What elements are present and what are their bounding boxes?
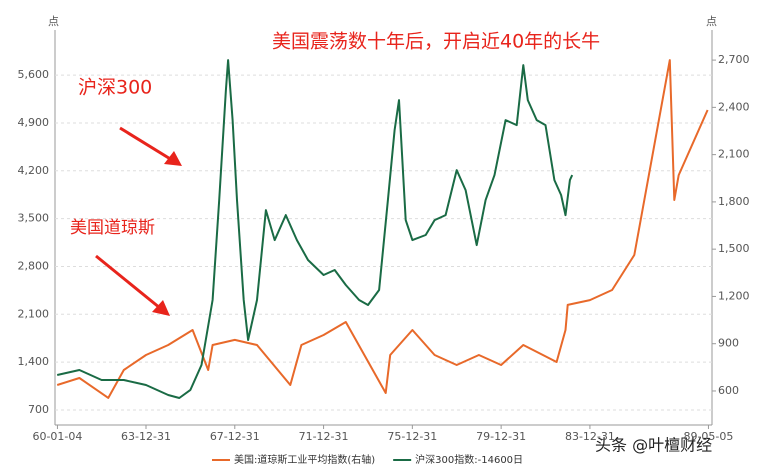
y-unit: 点 xyxy=(48,15,59,28)
y-tick-label: 4,900 xyxy=(18,116,50,129)
legend-label: 美国:道琼斯工业平均指数(右轴) xyxy=(234,453,375,466)
y2-tick-label: 2,700 xyxy=(718,53,750,66)
y2-tick-label: 1,500 xyxy=(718,242,750,255)
y2-tick-label: 1,200 xyxy=(718,289,750,302)
x-tick-label: 83-12-31 xyxy=(565,430,615,443)
x-tick-label: 89-05-05 xyxy=(683,430,733,443)
y-tick-label: 2,800 xyxy=(18,259,50,272)
y-tick-label: 5,600 xyxy=(18,68,50,81)
y2-tick-label: 2,100 xyxy=(718,148,750,161)
annotation: 美国道琼斯 xyxy=(70,218,155,238)
annotation: 沪深300 xyxy=(78,77,152,99)
x-tick-label: 75-12-31 xyxy=(387,430,437,443)
legend-label: 沪深300指数:-14600日 xyxy=(415,453,523,466)
y2-tick-label: 600 xyxy=(718,384,739,397)
series-line xyxy=(56,59,574,399)
y-tick-label: 2,100 xyxy=(18,307,50,320)
y-tick-label: 4,200 xyxy=(18,164,50,177)
x-tick-label: 71-12-31 xyxy=(299,430,349,443)
watermark: 头条 @叶檀财经 xyxy=(595,436,712,455)
x-tick-label: 67-12-31 xyxy=(210,430,260,443)
y-tick-label: 1,400 xyxy=(18,355,50,368)
x-tick-label: 60-01-04 xyxy=(32,430,82,443)
y2-tick-label: 900 xyxy=(718,337,739,350)
x-tick-label: 79-12-31 xyxy=(476,430,526,443)
y-tick-label: 3,500 xyxy=(18,212,50,225)
x-tick-label: 63-12-31 xyxy=(121,430,171,443)
arrow xyxy=(95,126,182,316)
y2-tick-label: 2,400 xyxy=(718,100,750,113)
y-tick-label: 700 xyxy=(28,403,49,416)
chart-title: 美国震荡数十年后，开启近40年的长牛 xyxy=(272,31,600,53)
y2-tick-label: 1,800 xyxy=(718,195,750,208)
series-line xyxy=(56,59,709,399)
y2-unit: 点 xyxy=(706,15,717,28)
